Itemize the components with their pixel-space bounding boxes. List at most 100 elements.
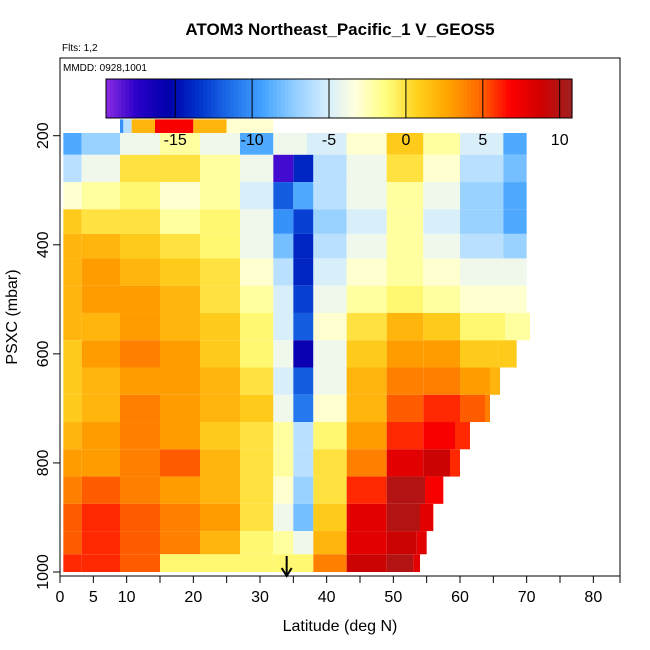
heatmap-cell bbox=[160, 476, 200, 504]
colorbar-swatch bbox=[269, 79, 274, 118]
heatmap-cell bbox=[120, 132, 160, 155]
heatmap-cell bbox=[200, 340, 240, 368]
colorbar-swatch bbox=[210, 79, 216, 118]
heatmap-cell bbox=[160, 367, 200, 395]
heatmap-cell bbox=[81, 449, 120, 477]
colorbar-swatch bbox=[517, 79, 523, 118]
heatmap-cell bbox=[386, 154, 424, 183]
colorbar-swatch bbox=[106, 79, 111, 118]
heatmap-cell bbox=[63, 503, 82, 532]
colorbar-tick-label: 5 bbox=[478, 132, 487, 149]
heatmap-cell bbox=[240, 476, 274, 504]
heatmap-cell bbox=[63, 367, 82, 395]
colorbar-tick-label: 10 bbox=[551, 132, 569, 149]
colorbar-swatch bbox=[505, 79, 511, 118]
colorbar-swatch bbox=[137, 79, 142, 118]
heatmap-cell bbox=[273, 340, 294, 368]
colorbar-swatch bbox=[568, 79, 573, 118]
heatmap-band bbox=[120, 119, 274, 133]
heatmap-band bbox=[63, 182, 527, 210]
colorbar-swatch bbox=[533, 79, 538, 118]
colorbar-swatch bbox=[218, 79, 224, 118]
heatmap-band bbox=[63, 367, 500, 395]
heatmap-cell bbox=[293, 285, 314, 313]
colorbar-swatch bbox=[148, 79, 154, 118]
colorbar-swatch bbox=[412, 79, 418, 118]
colorbar-swatch bbox=[482, 79, 488, 118]
heatmap-cell bbox=[200, 154, 240, 183]
heatmap-cell bbox=[273, 209, 294, 234]
heatmap-cell bbox=[346, 394, 387, 423]
heatmap-cell bbox=[81, 340, 120, 368]
colorbar-swatch bbox=[253, 79, 259, 118]
heatmap-cell bbox=[200, 285, 240, 313]
heatmap-cell bbox=[313, 258, 347, 286]
colorbar-swatch bbox=[490, 79, 495, 118]
heatmap-cell bbox=[306, 132, 347, 155]
colorbar-swatch bbox=[362, 79, 367, 118]
arrow-head bbox=[280, 567, 293, 578]
heatmap-band bbox=[63, 340, 517, 368]
colorbar-swatch bbox=[373, 79, 379, 118]
colorbar-swatch bbox=[117, 79, 123, 118]
colorbar-swatch bbox=[451, 79, 457, 118]
heatmap-cell bbox=[460, 132, 504, 155]
colorbar-swatch bbox=[164, 79, 169, 118]
heatmap-cell bbox=[346, 209, 387, 234]
heatmap-cell bbox=[193, 119, 227, 133]
colorbar-swatch bbox=[144, 79, 150, 118]
chart-title: ATOM3 Northeast_Pacific_1 V_GEOS5 bbox=[185, 20, 494, 39]
colorbar-swatch bbox=[370, 79, 375, 118]
heatmap-cell bbox=[313, 285, 347, 313]
heatmap-cell bbox=[240, 154, 274, 183]
colorbar-swatch bbox=[335, 79, 340, 118]
heatmap-cell bbox=[131, 119, 155, 133]
heatmap-cell bbox=[200, 209, 240, 234]
heatmap-cell bbox=[63, 531, 82, 555]
colorbar-swatch bbox=[346, 79, 352, 118]
heatmap-cell bbox=[63, 258, 82, 286]
heatmap-cell bbox=[200, 132, 240, 155]
heatmap-cell bbox=[226, 119, 257, 133]
colorbar-swatch bbox=[548, 79, 554, 118]
heatmap-cell bbox=[120, 258, 160, 286]
heatmap-band bbox=[63, 449, 460, 477]
heatmap-cell bbox=[423, 132, 460, 155]
heatmap-cell bbox=[81, 312, 120, 341]
heatmap-cell bbox=[273, 394, 294, 423]
heatmap-cell bbox=[423, 449, 450, 477]
heatmap-cell bbox=[346, 182, 387, 210]
heatmap-cell bbox=[63, 422, 82, 450]
heatmap-band bbox=[63, 554, 420, 572]
heatmap-cell bbox=[293, 154, 314, 183]
heatmap-cell bbox=[240, 449, 274, 477]
heatmap-cell bbox=[273, 285, 294, 313]
heatmap-cell bbox=[81, 554, 120, 572]
heatmap-cell bbox=[240, 422, 274, 450]
heatmap-cell bbox=[200, 554, 240, 572]
colorbar-swatch bbox=[125, 79, 130, 118]
heatmap-cell bbox=[386, 182, 424, 210]
colorbar-swatch bbox=[265, 79, 270, 118]
heatmap-cell bbox=[460, 182, 504, 210]
colorbar-swatch bbox=[443, 79, 449, 118]
heatmap-cell bbox=[498, 340, 517, 368]
colorbar-swatch bbox=[152, 79, 158, 118]
heatmap-cell bbox=[346, 367, 387, 395]
heatmap-cell bbox=[293, 503, 314, 532]
colorbar-swatch bbox=[377, 79, 383, 118]
heatmap-cell bbox=[81, 367, 120, 395]
heatmap-cell bbox=[120, 209, 160, 234]
heatmap-cell bbox=[293, 182, 314, 210]
colorbar-swatch bbox=[350, 79, 356, 118]
heatmap-cell bbox=[346, 476, 387, 504]
heatmap-cell bbox=[293, 449, 314, 477]
heatmap-cell bbox=[503, 258, 527, 286]
colorbar-swatch bbox=[424, 79, 429, 118]
x-tick-label: 40 bbox=[318, 589, 336, 606]
heatmap-cell bbox=[313, 531, 347, 555]
heatmap-band bbox=[63, 285, 527, 313]
colorbar-swatch bbox=[292, 79, 297, 118]
heatmap-cell bbox=[63, 233, 82, 259]
heatmap-cell bbox=[120, 340, 160, 368]
